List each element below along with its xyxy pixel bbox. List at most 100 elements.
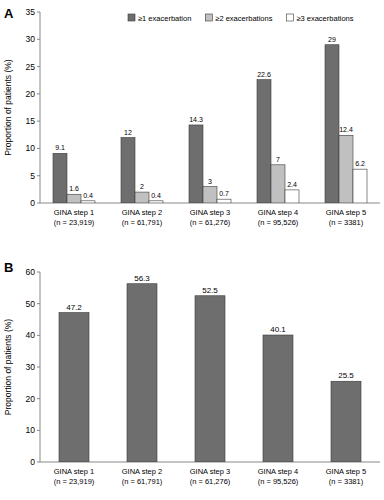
- data-label: 1.6: [69, 185, 79, 192]
- y-tick-label: 25: [26, 62, 36, 72]
- data-label: 14.3: [189, 116, 203, 123]
- x-tick-label-line: (n = 95,526): [258, 218, 299, 227]
- x-tick-label-line: GINA step 5: [326, 467, 366, 476]
- x-tick-label: GINA step 4(n = 95,526): [258, 208, 299, 227]
- x-tick-label: GINA step 5(n = 3381): [326, 467, 366, 486]
- y-tick-label: 0: [30, 457, 35, 467]
- y-tick: [37, 121, 40, 122]
- x-tick-label: GINA step 2(n = 61,791): [122, 467, 163, 486]
- x-tick-label-line: GINA step 3: [190, 467, 230, 476]
- legend-swatch: [205, 14, 212, 21]
- legend-label: ≥3 exacerbations: [296, 14, 353, 23]
- x-tick-label-line: (n = 23,919): [54, 477, 95, 486]
- panel-letter: B: [4, 260, 13, 275]
- data-label: 2.4: [287, 181, 297, 188]
- panel-letter: A: [4, 6, 14, 21]
- data-label: 12.4: [339, 126, 353, 133]
- x-tick-label-line: (n = 23,919): [54, 218, 95, 227]
- data-label: 6.2: [355, 160, 365, 167]
- legend-label: ≥2 exacerbations: [215, 14, 272, 23]
- y-tick: [37, 367, 40, 368]
- y-tick: [37, 398, 40, 399]
- data-label: 22.6: [257, 71, 271, 78]
- data-label: 47.2: [66, 303, 82, 312]
- y-tick: [37, 148, 40, 149]
- x-tick-label: GINA step 5(n = 3381): [326, 208, 366, 227]
- data-label: 0.7: [219, 190, 229, 197]
- x-tick-label-line: GINA step 4: [258, 467, 298, 476]
- x-tick-label-line: (n = 61,791): [122, 477, 163, 486]
- y-tick: [37, 203, 40, 204]
- data-label: 40.1: [270, 325, 286, 334]
- x-tick-label-line: (n = 3381): [329, 218, 364, 227]
- x-tick-label: GINA step 1(n = 23,919): [54, 467, 95, 486]
- bar: [195, 296, 225, 462]
- bar: [353, 169, 367, 203]
- y-tick-label: 20: [26, 394, 36, 404]
- bar: [263, 335, 293, 462]
- bar: [67, 194, 81, 203]
- x-tick-label-line: GINA step 2: [122, 467, 162, 476]
- y-tick: [37, 93, 40, 94]
- y-tick-label: 30: [26, 34, 36, 44]
- plot-area: [59, 284, 361, 462]
- data-label: 52.5: [202, 286, 218, 295]
- y-tick: [37, 462, 40, 463]
- bar: [127, 284, 157, 462]
- x-tick-label-line: (n = 61,276): [190, 218, 231, 227]
- y-tick: [37, 303, 40, 304]
- y-tick-label: 15: [26, 116, 36, 126]
- bar: [331, 381, 361, 462]
- x-tick-label-line: GINA step 1: [54, 467, 94, 476]
- legend-swatch: [128, 14, 135, 21]
- data-label: 25.5: [338, 371, 354, 380]
- y-tick-label: 35: [26, 7, 36, 17]
- bar: [203, 187, 217, 203]
- y-axis-line: [40, 12, 41, 203]
- bar: [121, 138, 135, 203]
- bar: [149, 201, 163, 203]
- y-tick-label: 30: [26, 362, 36, 372]
- y-tick: [37, 335, 40, 336]
- y-tick-label: 50: [26, 299, 36, 309]
- legend-label: ≥1 exacerbation: [138, 14, 191, 23]
- y-tick-label: 10: [26, 143, 36, 153]
- data-label: 3: [208, 178, 212, 185]
- y-tick: [37, 12, 40, 13]
- plot-area: [53, 45, 367, 203]
- y-tick-label: 0: [30, 198, 35, 208]
- data-label: 0.4: [83, 192, 93, 199]
- y-tick: [37, 39, 40, 40]
- bar: [59, 313, 89, 462]
- y-tick: [37, 66, 40, 67]
- x-tick-label-line: GINA step 1: [54, 208, 94, 217]
- y-tick: [37, 272, 40, 273]
- bar: [339, 135, 353, 203]
- y-tick-label: 40: [26, 330, 36, 340]
- y-tick-label: 5: [30, 171, 35, 181]
- data-label: 12: [124, 129, 132, 136]
- y-tick-label: 10: [26, 425, 36, 435]
- x-tick-label: GINA step 4(n = 95,526): [258, 467, 299, 486]
- y-axis-label: Proportion of patients (%): [3, 59, 13, 156]
- x-tick-label: GINA step 1(n = 23,919): [54, 208, 95, 227]
- x-tick-label: GINA step 3(n = 61,276): [190, 467, 231, 486]
- bar: [81, 201, 95, 203]
- legend-swatch: [286, 14, 293, 21]
- x-tick-label-line: (n = 61,276): [190, 477, 231, 486]
- x-tick-label-line: (n = 95,526): [258, 477, 299, 486]
- data-label: 7: [276, 156, 280, 163]
- y-axis-label: Proportion of patients (%): [3, 319, 13, 416]
- x-tick-label-line: GINA step 5: [326, 208, 366, 217]
- bar: [325, 45, 339, 203]
- x-tick-label-line: GINA step 3: [190, 208, 230, 217]
- x-tick-label: GINA step 2(n = 61,791): [122, 208, 163, 227]
- bar: [217, 199, 231, 203]
- y-tick: [37, 430, 40, 431]
- x-tick-label: GINA step 3(n = 61,276): [190, 208, 231, 227]
- bar: [53, 153, 67, 203]
- bar: [135, 192, 149, 203]
- y-tick-label: 60: [26, 267, 36, 277]
- bar: [271, 165, 285, 203]
- bar: [257, 80, 271, 203]
